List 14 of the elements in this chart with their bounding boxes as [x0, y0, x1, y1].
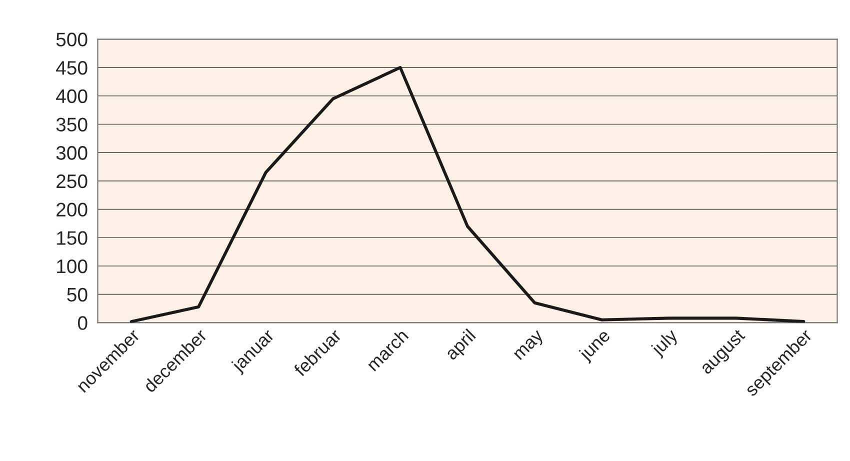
line-series	[130, 66, 806, 323]
y-tick-label: 100	[57, 259, 88, 274]
y-tick-label: 500	[56, 32, 88, 46]
x-tick-label: may	[514, 330, 547, 363]
x-tick-label: july	[650, 328, 682, 359]
y-tick-label: 150	[57, 231, 88, 245]
y-tick-label: 200	[56, 202, 88, 217]
y-tick-label: 450	[56, 61, 88, 75]
y-tick-label: 250	[56, 174, 88, 188]
y-tick-label: 0	[78, 316, 88, 330]
y-tick-label: 300	[56, 146, 88, 160]
y-tick-label: 400	[56, 89, 88, 104]
y-tick-label: 50	[67, 288, 88, 302]
y-tick-label: 350	[56, 118, 88, 132]
